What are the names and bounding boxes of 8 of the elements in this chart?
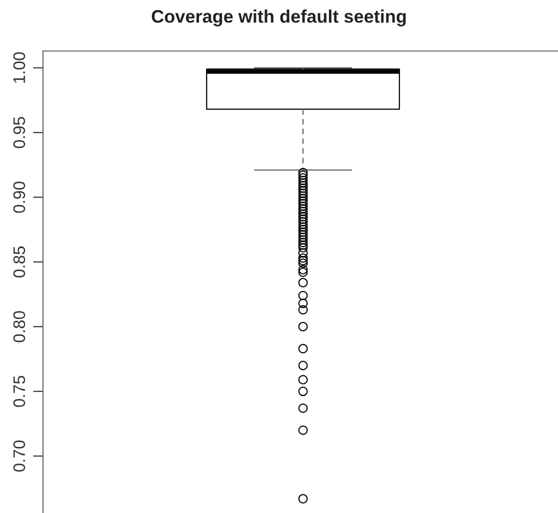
chart-title: Coverage with default seeting <box>152 10 406 26</box>
y-tick-label: 0.75 <box>13 376 26 407</box>
y-tick-label: 0.85 <box>13 246 26 278</box>
y-tick-label: 0.90 <box>13 182 26 213</box>
y-tick-label: 0.95 <box>13 117 26 148</box>
y-tick-label: 0.70 <box>13 440 26 472</box>
y-tick-label: 0.80 <box>13 311 26 342</box>
y-tick-label: 1.00 <box>13 52 26 83</box>
